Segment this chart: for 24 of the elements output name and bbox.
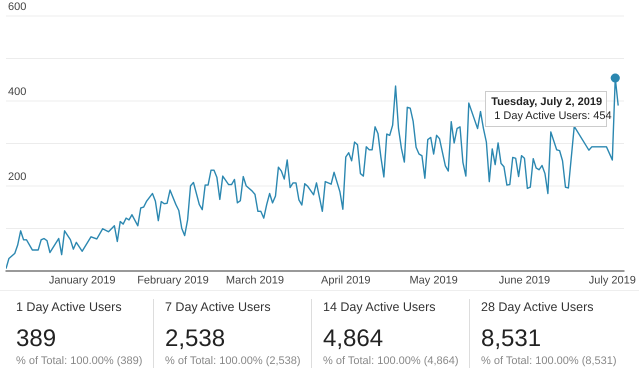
annotation: 1 Day Active Users: 454 (494, 109, 612, 123)
text: % of Total: 100.00% (2,538) (165, 354, 302, 368)
x-tick-label: May 2019 (409, 274, 458, 286)
annotation: Tuesday, July 2, 2019 (491, 95, 602, 109)
x-tick-label: March 2019 (226, 274, 284, 286)
x-tick-label: July 2019 (588, 274, 636, 286)
text: % of Total: 100.00% (389) (16, 354, 144, 368)
category-label: 28 Day Active Users (481, 299, 595, 315)
category-label: 1 Day Active Users (16, 299, 123, 315)
text: 8,531 (481, 325, 542, 353)
x-tick-label: February 2019 (137, 274, 209, 286)
y-tick-label: 400 (8, 86, 26, 98)
text: 4,864 (323, 325, 384, 353)
category-label: 7 Day Active Users (165, 299, 272, 315)
x-tick-label: June 2019 (498, 274, 550, 286)
x-tick-label: January 2019 (48, 274, 116, 286)
y-tick-label: 200 (8, 170, 26, 183)
x-tick-label: April 2019 (321, 274, 371, 286)
category-label: 14 Day Active Users (323, 299, 437, 315)
text: % of Total: 100.00% (8,531) (481, 354, 618, 368)
text: % of Total: 100.00% (4,864) (323, 354, 460, 368)
y-tick-label: 600 (8, 1, 26, 14)
text: 389 (16, 325, 58, 353)
text: 2,538 (165, 325, 226, 353)
